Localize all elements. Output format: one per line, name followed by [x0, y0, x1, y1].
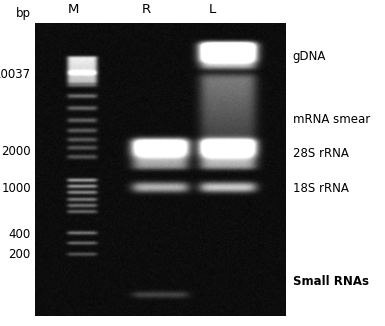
Text: 1000: 1000	[1, 182, 31, 195]
Text: M: M	[68, 3, 79, 16]
Text: L: L	[209, 3, 216, 16]
Text: gDNA: gDNA	[293, 50, 326, 63]
Text: bp: bp	[15, 7, 30, 20]
Text: mRNA smear: mRNA smear	[293, 113, 370, 126]
Text: 18S rRNA: 18S rRNA	[293, 182, 348, 195]
Text: Small RNAs: Small RNAs	[293, 274, 368, 288]
Text: 2000: 2000	[1, 145, 31, 158]
Text: 28S rRNA: 28S rRNA	[293, 147, 348, 160]
Text: 200: 200	[8, 248, 31, 261]
Text: 10037: 10037	[0, 68, 31, 81]
Text: R: R	[141, 3, 151, 16]
Text: 400: 400	[8, 228, 31, 241]
